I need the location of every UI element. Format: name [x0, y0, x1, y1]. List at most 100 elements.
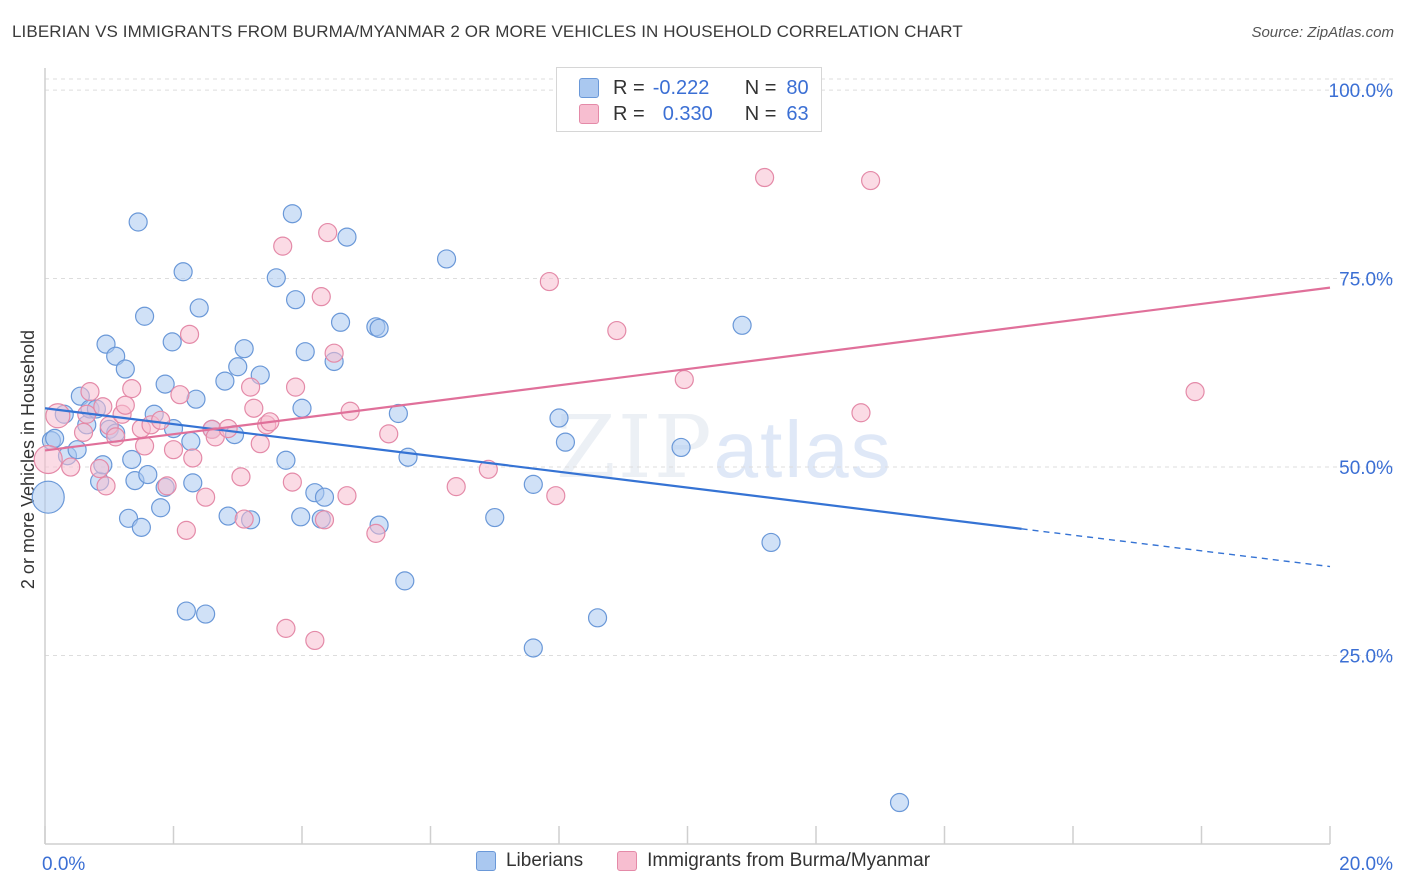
burma-n-label: N = — [744, 102, 777, 125]
liberians-point — [276, 450, 296, 470]
burma-point — [539, 271, 559, 292]
burma-point — [379, 424, 399, 444]
liberians-r-value: -0.222 — [652, 76, 710, 99]
x-tick-label-min: 0.0% — [42, 854, 85, 875]
liberians-point — [398, 447, 418, 467]
burma-point — [163, 440, 184, 460]
x-tick-label-max: 20.0% — [1339, 854, 1393, 875]
burma-point — [851, 403, 871, 423]
burma-r-value: 0.330 — [662, 102, 713, 125]
burma-point — [250, 434, 270, 454]
liberians-point — [732, 315, 752, 335]
burma-point — [93, 397, 113, 417]
y-tick-label: 100.0% — [1329, 81, 1394, 102]
burma-point — [157, 476, 177, 496]
liberians-point — [181, 431, 201, 452]
burma-point — [324, 343, 344, 363]
burma-point — [241, 377, 261, 397]
burma-point — [179, 324, 200, 344]
chart-title: LIBERIAN VS IMMIGRANTS FROM BURMA/MYANMA… — [12, 22, 963, 41]
liberians-point — [128, 212, 148, 232]
burma-r-label: R = — [613, 102, 645, 125]
burma-trendline — [44, 286, 1331, 452]
burma-point — [80, 382, 100, 402]
liberians-point — [115, 359, 135, 379]
burma-point — [305, 630, 325, 651]
burma-point — [337, 486, 357, 506]
liberians-point — [395, 571, 415, 591]
liberians-point — [151, 498, 171, 518]
liberians-point — [337, 227, 357, 247]
burma-point — [273, 236, 293, 256]
burma-point — [244, 398, 264, 418]
burma-point — [96, 476, 116, 496]
burma-point — [446, 477, 466, 497]
liberians-swatch — [579, 78, 599, 98]
burma-point — [183, 448, 203, 468]
burma-point — [196, 487, 216, 507]
burma-point — [115, 395, 135, 415]
burma-point — [73, 422, 94, 442]
y-tick-label: 25.0% — [1339, 647, 1393, 668]
liberians-point — [555, 432, 576, 452]
legend-item-liberians: Liberians — [475, 850, 583, 872]
liberians-n-value: 80 — [786, 76, 809, 99]
liberians-point — [388, 403, 408, 424]
liberians-point — [285, 290, 306, 310]
y-tick-label: 75.0% — [1339, 270, 1393, 291]
burma-point — [33, 444, 63, 475]
liberians-point — [523, 474, 543, 494]
liberians-trendline — [44, 407, 1022, 530]
legend-swatch-liberians — [475, 851, 496, 871]
legend-item-burma: Immigrants from Burma/Myanmar — [617, 850, 930, 872]
liberians-point — [176, 601, 196, 621]
burma-point — [282, 472, 302, 492]
liberians-point — [266, 268, 286, 288]
burma-point — [176, 520, 196, 540]
liberians-point — [436, 249, 457, 269]
liberians-point — [234, 339, 254, 359]
liberians-point — [215, 371, 235, 391]
burma-point — [314, 510, 335, 530]
liberians-point — [186, 389, 206, 409]
liberians-point — [587, 608, 608, 628]
liberians-point — [138, 464, 158, 485]
liberians-point — [173, 262, 193, 282]
burma-point — [311, 287, 331, 307]
stats-row-liberians: R = -0.222 N = 80 — [579, 76, 809, 100]
burma-point — [607, 320, 627, 341]
liberians-point — [106, 346, 126, 366]
liberians-point — [295, 342, 315, 362]
burma-point — [170, 385, 190, 405]
liberians-point — [485, 507, 505, 528]
y-axis-title: 2 or more Vehicles in Household — [18, 330, 38, 589]
legend-label-burma: Immigrants from Burma/Myanmar — [647, 850, 931, 871]
stats-row-burma: R = 0.330 N = 63 — [579, 102, 809, 126]
burma-point — [234, 509, 254, 529]
burma-point — [318, 222, 338, 243]
liberians-point — [761, 532, 781, 553]
burma-point — [366, 523, 386, 543]
burma-n-value: 63 — [786, 102, 809, 125]
burma-point — [285, 377, 306, 397]
liberians-point — [189, 298, 209, 318]
burma-point — [151, 410, 171, 430]
burma-point — [90, 458, 110, 479]
burma-point — [546, 486, 566, 506]
burma-point — [231, 467, 251, 487]
legend-swatch-burma — [617, 851, 638, 871]
liberians-point — [45, 428, 65, 448]
burma-point — [674, 369, 694, 390]
liberians-point — [314, 487, 335, 507]
liberians-point — [122, 449, 142, 470]
liberians-point — [134, 306, 155, 326]
liberians-point — [889, 792, 910, 813]
source-label: Source: ZipAtlas.com — [1251, 24, 1394, 41]
liberians-point — [291, 507, 311, 527]
liberians-point — [131, 517, 151, 537]
liberians-point — [183, 473, 203, 493]
burma-point — [122, 379, 142, 399]
liberians-trendline-extension — [1021, 528, 1331, 568]
burma-point — [276, 618, 296, 638]
